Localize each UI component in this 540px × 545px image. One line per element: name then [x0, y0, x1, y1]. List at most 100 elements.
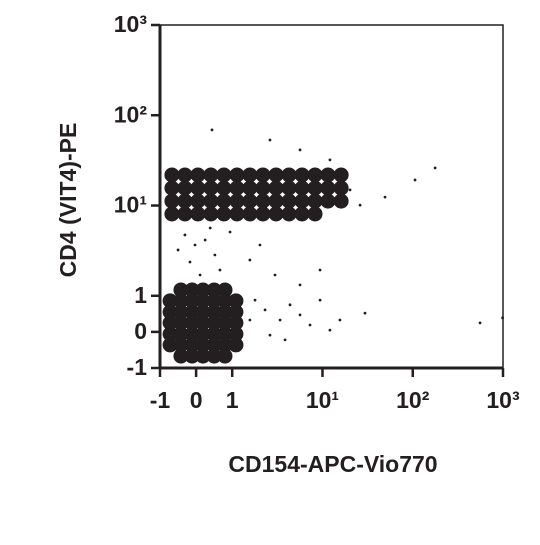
data-point [177, 180, 193, 196]
data-point [268, 180, 284, 196]
data-point [217, 304, 233, 320]
data-point [195, 293, 211, 309]
data-point [307, 180, 323, 196]
data-point [162, 293, 178, 309]
data-point [203, 180, 219, 196]
data-point [203, 193, 219, 209]
y-tick-label: -1 [127, 354, 148, 380]
data-point [328, 158, 332, 162]
data-point [255, 180, 271, 196]
data-point [217, 348, 233, 364]
data-point [190, 193, 206, 209]
data-point [308, 323, 312, 327]
data-point [320, 180, 336, 196]
data-point [307, 206, 323, 222]
data-point [203, 167, 219, 183]
data-point [162, 326, 178, 342]
data-point [228, 304, 244, 320]
data-point [216, 167, 232, 183]
data-point [176, 248, 180, 252]
data-point [188, 260, 192, 264]
data-point [218, 268, 222, 272]
data-point [190, 180, 206, 196]
y-axis-title: CD4 (VIT4)-PE [55, 123, 81, 278]
y-tick-label: 10³ [114, 11, 148, 37]
data-point [164, 167, 180, 183]
data-point [281, 206, 297, 222]
data-point [164, 180, 180, 196]
data-point [217, 282, 233, 298]
data-point [173, 293, 189, 309]
data-point [333, 167, 349, 183]
data-point [433, 166, 437, 170]
data-point [307, 193, 323, 209]
data-point [268, 138, 272, 142]
data-point [217, 326, 233, 342]
x-tick-label: 0 [190, 387, 203, 413]
data-point [173, 282, 189, 298]
data-point [184, 326, 200, 342]
data-point [281, 180, 297, 196]
data-point [184, 337, 200, 353]
data-point [229, 180, 245, 196]
data-point [177, 167, 193, 183]
data-point [177, 206, 193, 222]
data-point [320, 167, 336, 183]
x-axis-title: CD154-APC-Vio770 [228, 451, 437, 477]
data-point [206, 348, 222, 364]
y-tick-label: 0 [134, 318, 147, 344]
data-point [363, 311, 367, 315]
data-point [338, 318, 342, 322]
data-point [268, 206, 284, 222]
data-point [320, 193, 336, 209]
x-tick-label: -1 [150, 387, 171, 413]
x-tick-label: 10² [396, 387, 430, 413]
data-point [228, 337, 244, 353]
data-point [333, 193, 349, 209]
data-point [217, 315, 233, 331]
data-point [162, 304, 178, 320]
data-point [294, 193, 310, 209]
data-point [294, 167, 310, 183]
data-point [173, 337, 189, 353]
x-tick-label: 10³ [486, 387, 520, 413]
data-point [216, 180, 232, 196]
data-point [203, 238, 207, 242]
data-point [195, 315, 211, 331]
data-point [242, 206, 258, 222]
data-point [216, 193, 232, 209]
data-point [307, 167, 323, 183]
data-point [177, 193, 193, 209]
data-point [162, 315, 178, 331]
data-point [184, 304, 200, 320]
data-point [173, 315, 189, 331]
data-point [268, 333, 272, 337]
data-point [203, 206, 219, 222]
data-point [184, 282, 200, 298]
data-point [383, 195, 387, 199]
data-point [213, 253, 217, 257]
data-point [173, 348, 189, 364]
data-point [184, 293, 200, 309]
data-point [283, 338, 287, 342]
data-point [268, 167, 284, 183]
data-point [298, 313, 302, 317]
data-point [190, 167, 206, 183]
data-point [348, 188, 352, 192]
data-point [281, 167, 297, 183]
data-point [228, 293, 244, 309]
data-point [184, 315, 200, 331]
data-point [229, 167, 245, 183]
data-point [228, 326, 244, 342]
data-point [255, 193, 271, 209]
data-point [501, 316, 505, 320]
data-point [206, 337, 222, 353]
data-point [328, 328, 332, 332]
data-point [413, 178, 417, 182]
data-point [255, 206, 271, 222]
data-point [358, 203, 362, 207]
data-point [193, 243, 197, 247]
data-point [333, 180, 349, 196]
